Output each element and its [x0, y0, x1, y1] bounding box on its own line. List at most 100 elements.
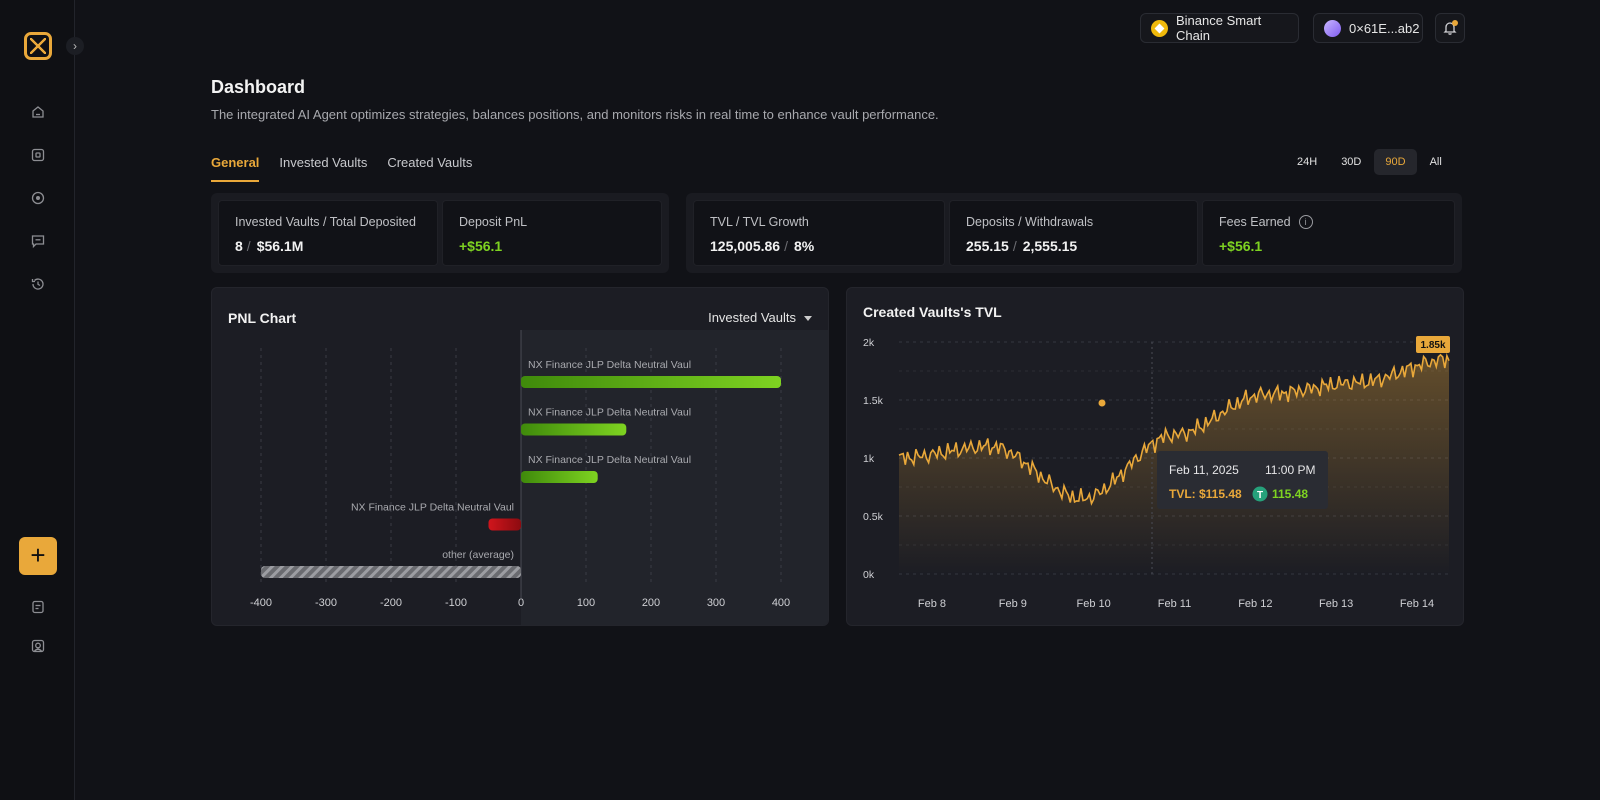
y-tick-label: 2k: [863, 337, 875, 349]
range-90d[interactable]: 90D: [1374, 149, 1417, 175]
tooltip-box: [1157, 451, 1328, 509]
tvl-chart-title: Created Vaults's TVL: [863, 304, 1002, 320]
x-tick-label: Feb 8: [918, 598, 946, 610]
vault-stats: TVL / TVL Growth 125,005.86/8% Deposits …: [686, 193, 1462, 273]
wallet-button[interactable]: 0×61E...ab2: [1313, 13, 1423, 43]
bar: [521, 376, 781, 388]
info-icon[interactable]: i: [1298, 215, 1313, 229]
stat-label: Deposit PnL: [459, 215, 528, 229]
bar-label: other (average): [442, 549, 514, 561]
sidebar: › +: [0, 0, 84, 800]
time-range-selector: 24H 30D 90D All: [1286, 149, 1453, 175]
tab-invested-vaults[interactable]: Invested Vaults: [279, 155, 368, 170]
dropdown-label: Invested Vaults: [708, 310, 796, 325]
tvl-growth: 8%: [793, 238, 815, 254]
history-icon[interactable]: [30, 276, 46, 292]
notifications-button[interactable]: [1435, 13, 1465, 43]
pnl-filter-dropdown[interactable]: Invested Vaults: [708, 310, 812, 325]
bar: [521, 471, 598, 483]
x-tick-label: Feb 9: [999, 598, 1027, 610]
y-tick-label: 1k: [863, 453, 875, 465]
document-icon[interactable]: [30, 599, 46, 615]
range-24h[interactable]: 24H: [1297, 156, 1318, 168]
total-deposited: $56.1M: [256, 238, 304, 254]
separator: /: [1012, 238, 1017, 254]
pnl-bar-chart: -400 -300 -200 -100 0 100 200 300 400 NX Finance …: [250, 330, 828, 625]
x-tick-label: -200: [380, 597, 402, 609]
x-tick-label: Feb 12: [1238, 598, 1272, 610]
wallet-address: 0×61E...ab2: [1349, 20, 1420, 36]
chat-icon[interactable]: [30, 233, 46, 249]
x-tick-label: Feb 11: [1158, 598, 1191, 610]
pnl-chart-panel: PNL Chart Invested Vaults -400 -300 -200 -1…: [211, 287, 829, 626]
tab-created-vaults[interactable]: Created Vaults: [387, 155, 473, 170]
stat-label: Deposits / Withdrawals: [966, 215, 1094, 229]
separator: /: [784, 238, 788, 254]
tether-glyph: T: [1257, 490, 1263, 501]
bar: [261, 566, 521, 578]
bar-label: NX Finance JLP Delta Neutral Vaul: [528, 359, 691, 371]
fees-earned-card: Fees Earned i +$56.1: [1202, 200, 1455, 266]
fees-value: +$56.1: [1219, 238, 1263, 254]
app-logo[interactable]: [24, 32, 52, 60]
deposits-value: 255.15: [966, 238, 1009, 254]
bnb-coin-icon: [1151, 19, 1168, 37]
x-tick-label: 400: [772, 597, 790, 609]
stat-value: 8/ $56.1M: [235, 238, 421, 254]
network-selector[interactable]: Binance Smart Chain: [1140, 13, 1299, 43]
support-icon[interactable]: [30, 638, 46, 654]
tether-icon: [1252, 486, 1268, 502]
bar: [521, 423, 627, 436]
tvl-line: [898, 352, 1450, 506]
range-30d[interactable]: 30D: [1341, 156, 1362, 168]
wallet-avatar-icon: [1324, 19, 1341, 37]
investment-stats: Invested Vaults / Total Deposited 8/ $56.…: [211, 193, 669, 273]
tvl-area-chart: 2k 1.5k 1k 0.5k 0k Feb 8 Feb 9 Feb 10 Feb 11 Feb …: [863, 336, 1450, 610]
tooltip-amount: 115.48: [1272, 487, 1308, 501]
tab-general[interactable]: General: [211, 155, 260, 182]
range-all[interactable]: All: [1429, 156, 1442, 168]
x-tick-label: Feb 10: [1077, 598, 1111, 610]
tvl-chart-panel: Created Vaults's TVL 2k 1.5k 1k 0.5k 0k Feb 8…: [846, 287, 1464, 626]
stat-value: 125,005.86/ 8%: [710, 238, 928, 254]
pnl-chart-title: PNL Chart: [228, 310, 297, 326]
vault-icon[interactable]: [30, 147, 46, 163]
x-tick-label: -300: [315, 597, 337, 609]
home-icon[interactable]: [30, 104, 46, 120]
bar-label: NX Finance JLP Delta Neutral Vaul: [528, 454, 691, 466]
stat-label: Invested Vaults / Total Deposited: [235, 215, 416, 229]
last-value-badge: [1416, 336, 1450, 353]
stat-label: Fees Earned i: [1219, 215, 1438, 229]
y-tick-label: 0.5k: [863, 511, 884, 523]
chevron-right-icon[interactable]: ›: [66, 37, 84, 55]
x-tick-label: -400: [250, 597, 272, 609]
x-tick-label: -100: [445, 597, 467, 609]
tooltip-tvl: TVL: $115.48: [1169, 487, 1242, 501]
notification-dot: [1452, 20, 1458, 26]
bar-label: NX Finance JLP Delta Neutral Vaul: [528, 407, 691, 419]
deposit-pnl-value: +$56.1: [459, 238, 503, 254]
target-icon[interactable]: [30, 190, 46, 206]
caret-down-icon: [804, 316, 812, 322]
x-tick-label: 300: [707, 597, 725, 609]
tab-bar: General Invested Vaults Created Vaults: [211, 155, 472, 182]
bar-label: NX Finance JLP Delta Neutral Vaul: [351, 502, 514, 514]
add-vault-button[interactable]: +: [19, 537, 57, 575]
y-tick-label: 0k: [863, 569, 875, 581]
invested-count: 8: [235, 238, 243, 254]
tooltip-date: Feb 11, 2025: [1169, 463, 1239, 477]
stat-label: TVL / TVL Growth: [710, 215, 809, 229]
separator: /: [246, 238, 251, 254]
y-tick-label: 1.5k: [863, 395, 884, 407]
tvl-card: TVL / TVL Growth 125,005.86/ 8%: [693, 200, 945, 266]
network-name: Binance Smart Chain: [1176, 13, 1262, 43]
x-tick-label: 200: [642, 597, 660, 609]
page-title: Dashboard: [211, 77, 306, 97]
fees-label: Fees Earned: [1219, 215, 1291, 229]
deposit-pnl-card: Deposit PnL +$56.1: [442, 200, 662, 266]
withdrawals-value: 2,555.15: [1022, 238, 1078, 254]
hover-dot: [1098, 399, 1106, 407]
deposits-withdrawals-card: Deposits / Withdrawals 255.15/ 2,555.15: [949, 200, 1198, 266]
tooltip-time: 11:00 PM: [1265, 463, 1315, 477]
last-value-text: 1.85k: [1420, 340, 1445, 351]
